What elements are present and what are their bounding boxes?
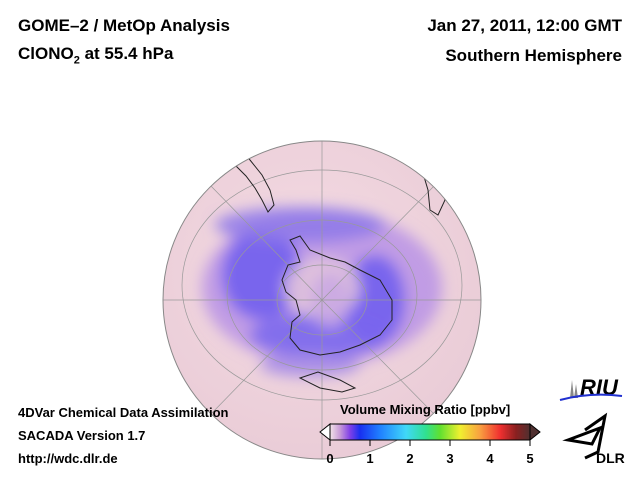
date-label: Jan 27, 2011, 12:00 GMT <box>427 16 622 35</box>
title-instrument: GOME–2 / MetOp Analysis <box>18 16 230 35</box>
species-name: ClONO <box>18 44 74 63</box>
colorbar-max-arrow <box>529 422 541 442</box>
footer-url[interactable]: http://wdc.dlr.de <box>18 451 118 466</box>
colorbar-tick-label: 5 <box>526 451 534 466</box>
footer-method: 4DVar Chemical Data Assimilation <box>18 405 229 420</box>
riu-logo: RIU <box>559 375 623 401</box>
species-subscript: 2 <box>73 54 80 67</box>
colorbar-ramp <box>329 423 531 441</box>
footer-version: SACADA Version 1.7 <box>18 428 146 443</box>
species-level: at 55.4 hPa <box>79 44 174 63</box>
colorbar-tick-label: 3 <box>446 451 454 466</box>
colorbar-tick-label: 1 <box>366 451 374 466</box>
colorbar-tick-label: 2 <box>406 451 414 466</box>
colorbar-tick-label: 0 <box>326 451 334 466</box>
hemisphere-label: Southern Hemisphere <box>445 46 622 65</box>
graticule <box>163 141 481 459</box>
title-species: ClONO2 at 55.4 hPa <box>18 44 173 66</box>
colorbar-label: Volume Mixing Ratio [ppbv] <box>340 402 511 417</box>
field-layer <box>163 141 481 459</box>
svg-text:DLR: DLR <box>596 450 625 466</box>
colorbar-tick-label: 4 <box>486 451 494 466</box>
globe-outline <box>162 140 482 460</box>
dlr-logo: DLR <box>562 412 625 466</box>
colorbar <box>319 422 541 446</box>
colorbar-ticks <box>329 440 531 446</box>
